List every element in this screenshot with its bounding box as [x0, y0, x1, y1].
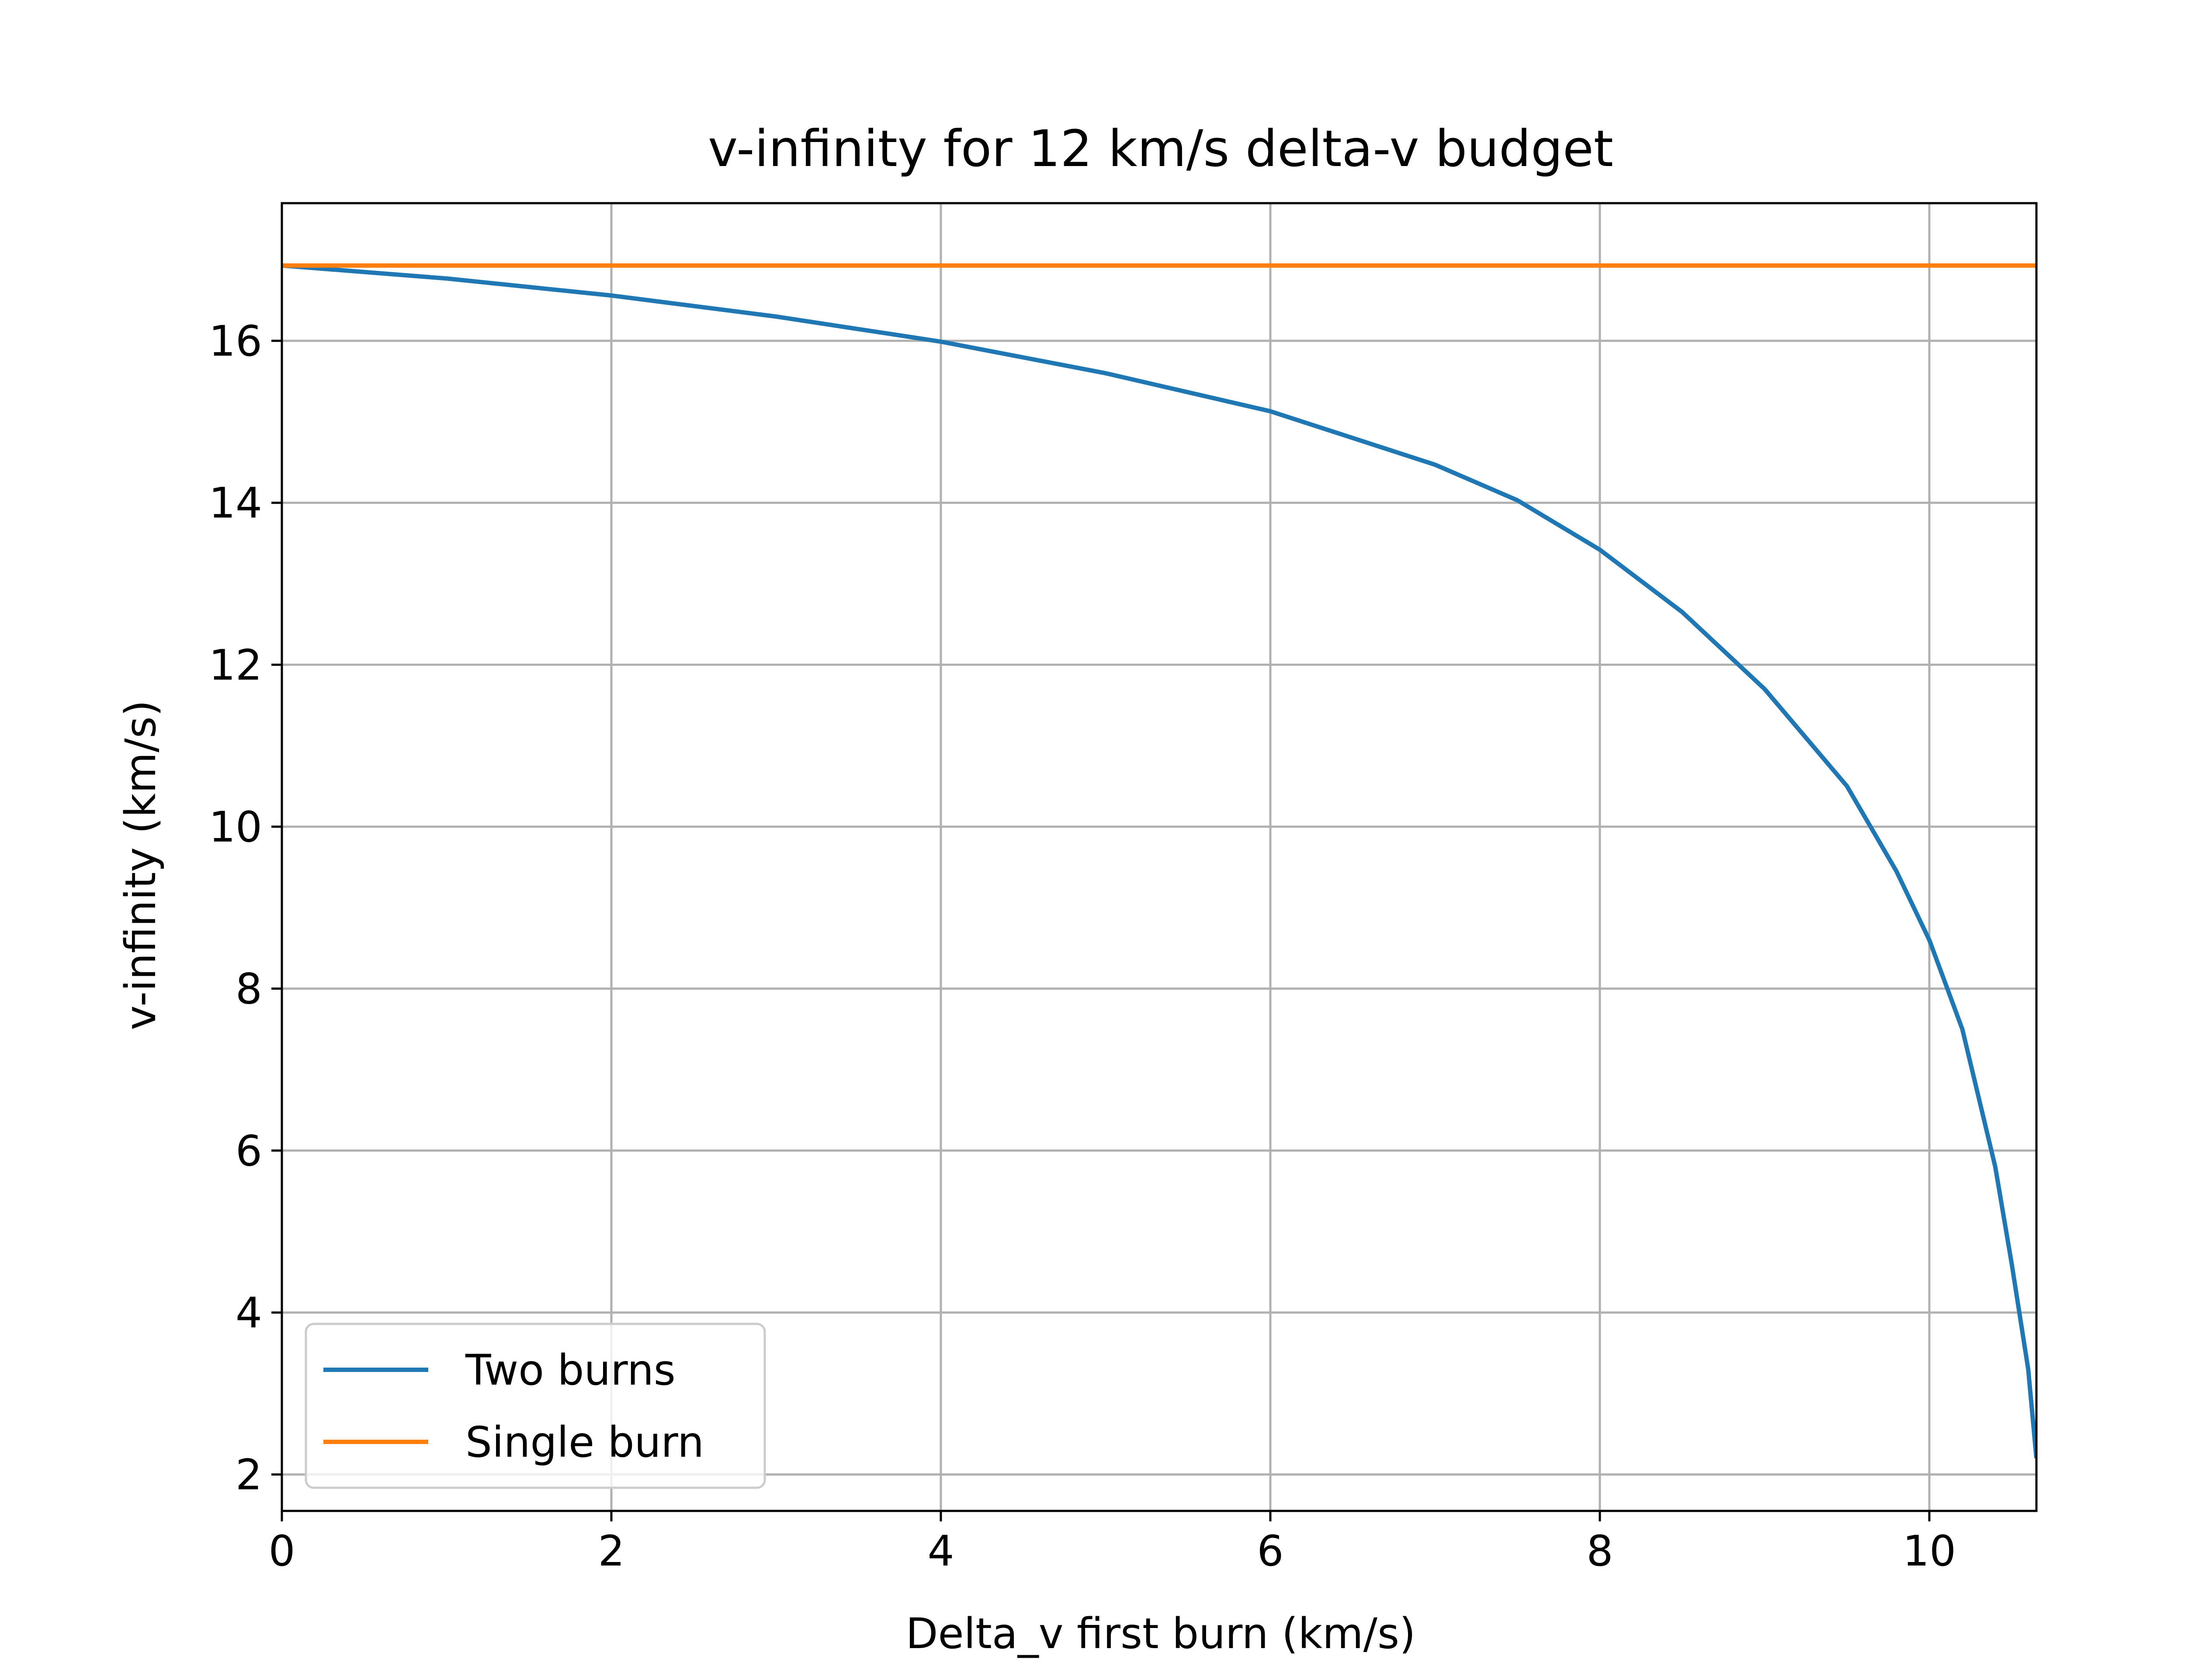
- x-tick-label: 10: [1903, 1527, 1956, 1576]
- x-axis-label: Delta_v first burn (km/s): [906, 1609, 1416, 1658]
- y-tick-label: 4: [236, 1289, 262, 1337]
- y-tick-label: 2: [236, 1451, 262, 1500]
- legend-label: Single burn: [465, 1418, 704, 1467]
- y-tick-label: 10: [209, 803, 262, 852]
- chart-title: v-infinity for 12 km/s delta-v budget: [708, 120, 1613, 178]
- y-axis-label: v-infinity (km/s): [116, 700, 165, 1030]
- legend-label: Two burns: [465, 1346, 676, 1395]
- legend-box: [305, 1323, 766, 1489]
- x-tick-label: 6: [1257, 1527, 1283, 1576]
- series-line-two-burns: [282, 263, 2036, 1458]
- y-tick-label: 6: [236, 1126, 262, 1175]
- y-tick-label: 8: [236, 965, 262, 1014]
- plot-frame: [281, 202, 2038, 1512]
- x-tick-label: 2: [598, 1527, 624, 1576]
- legend: Two burns Single burn: [305, 1323, 766, 1489]
- y-tick-label: 16: [209, 317, 262, 366]
- x-tick-label: 8: [1586, 1527, 1613, 1576]
- x-tick-label: 4: [927, 1527, 954, 1576]
- y-tick-label: 12: [209, 641, 262, 689]
- x-tick-label: 0: [268, 1527, 295, 1576]
- plot-series: [282, 263, 2036, 1458]
- grid: [281, 203, 2036, 1511]
- y-tick-label: 14: [209, 479, 262, 528]
